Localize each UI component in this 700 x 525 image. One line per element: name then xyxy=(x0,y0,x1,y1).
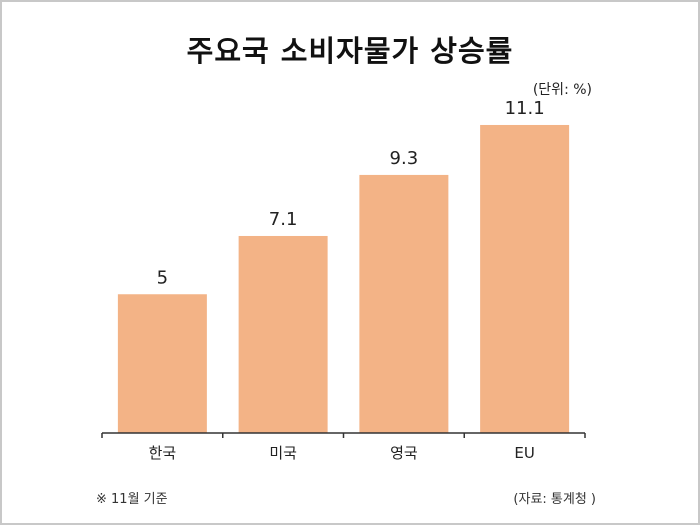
bars-group: 5 7.1 9.3 11.1 xyxy=(117,98,570,434)
footnote: ※ 11월 기준 xyxy=(96,492,168,507)
value-label-3: 11.1 xyxy=(505,98,545,119)
chart-title: 주요국 소비자물가 상승률 xyxy=(186,34,514,68)
value-label-2: 9.3 xyxy=(390,148,419,169)
category-label-0: 한국 xyxy=(149,444,177,462)
category-label-2: 영국 xyxy=(390,444,418,462)
bar-1 xyxy=(238,235,328,433)
category-label-1: 미국 xyxy=(269,444,297,462)
x-axis: 한국 미국 영국 EU xyxy=(101,432,586,462)
bar-0 xyxy=(117,294,207,433)
value-label-1: 7.1 xyxy=(269,209,298,230)
unit-note: (단위: %) xyxy=(532,82,592,98)
category-label-3: EU xyxy=(514,444,534,462)
value-label-0: 5 xyxy=(157,267,168,288)
source-note: (자료: 통계청 ) xyxy=(513,492,596,507)
bar-3 xyxy=(480,124,570,433)
bar-2 xyxy=(359,174,449,434)
